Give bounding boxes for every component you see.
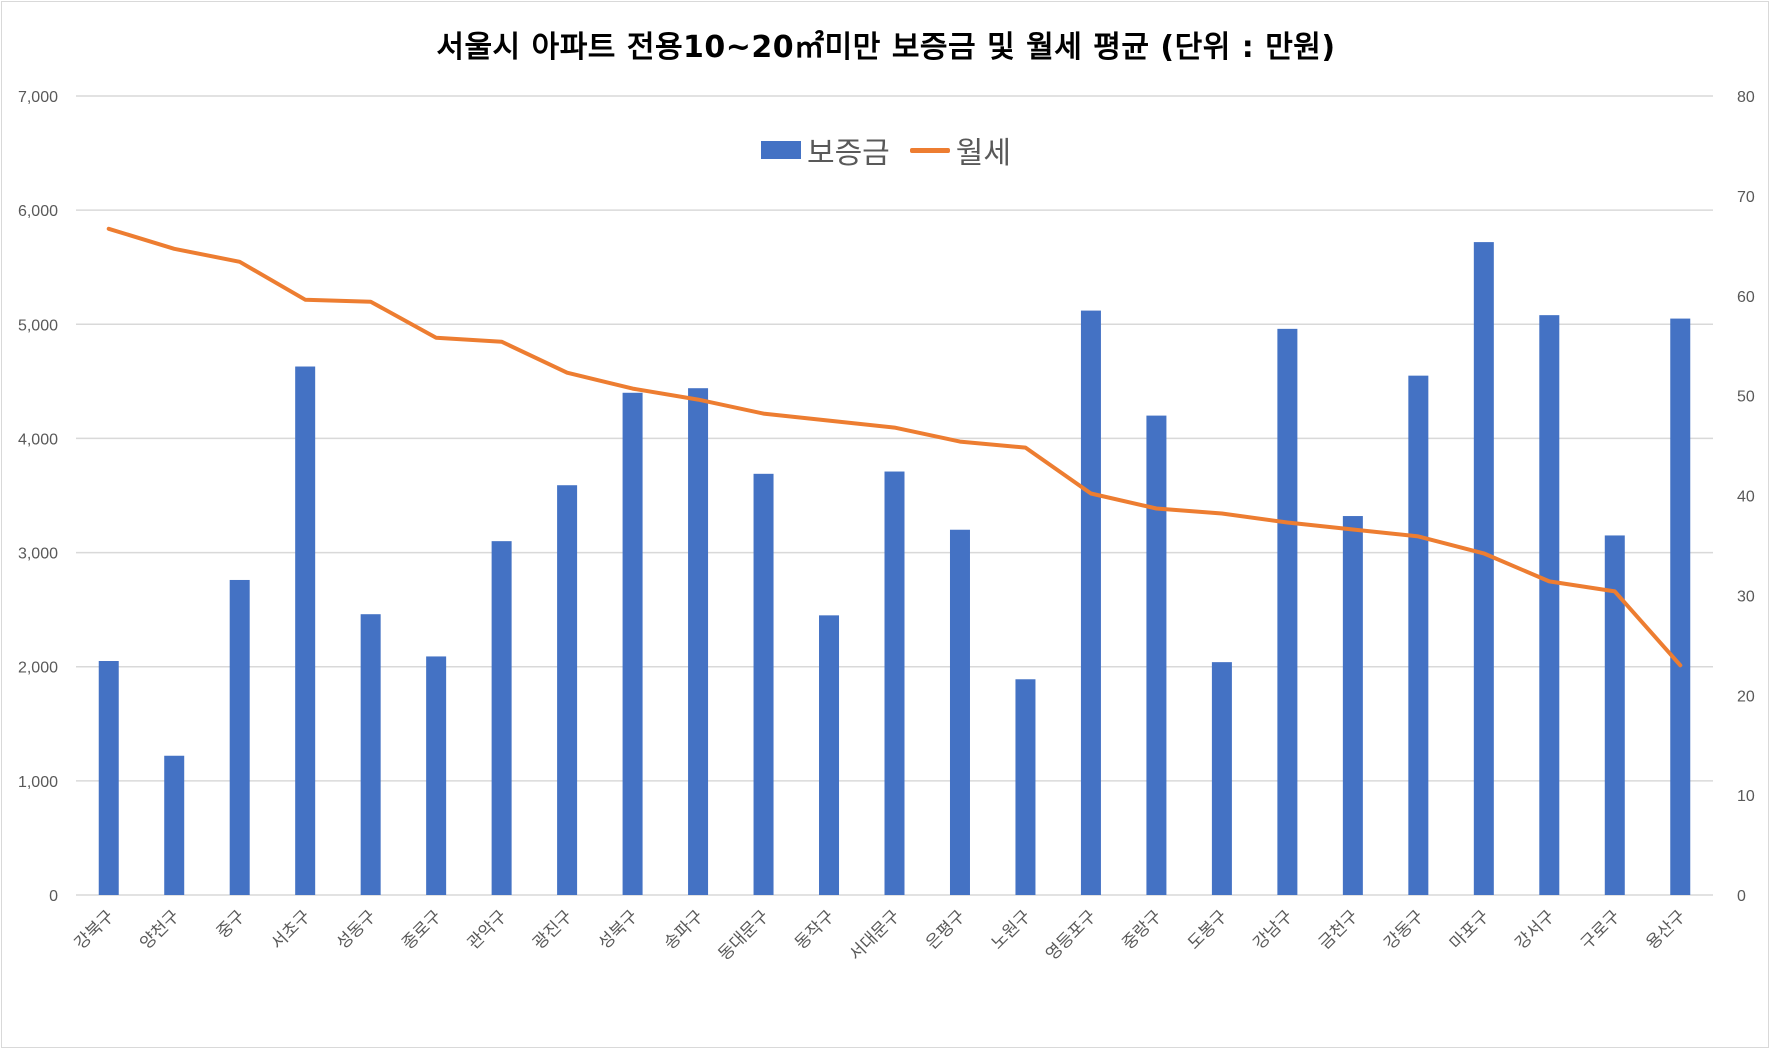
bar xyxy=(1408,375,1429,895)
y-right-tick-label: 10 xyxy=(1737,788,1755,805)
y-left-tick-label: 6,000 xyxy=(18,203,58,220)
y-right-tick-label: 30 xyxy=(1737,588,1755,605)
bar xyxy=(1015,679,1036,895)
bar xyxy=(1211,662,1232,895)
y-left-tick-label: 1,000 xyxy=(18,774,58,791)
y-left-tick-label: 7,000 xyxy=(18,89,58,106)
x-tick-label: 강북구 xyxy=(71,906,118,953)
x-tick-label: 구로구 xyxy=(1577,906,1624,953)
legend: 보증금 월세 xyxy=(0,128,1772,172)
x-tick-label: 금천구 xyxy=(1315,906,1362,953)
x-tick-label: 중랑구 xyxy=(1119,906,1166,953)
bar xyxy=(622,392,643,895)
y-left-tick-label: 2,000 xyxy=(18,660,58,677)
bar xyxy=(1080,310,1101,895)
bar xyxy=(1342,516,1363,895)
bar xyxy=(557,485,578,895)
legend-label-line: 월세 xyxy=(955,136,1011,171)
x-tick-label: 성북구 xyxy=(595,906,642,953)
x-tick-label: 강남구 xyxy=(1250,906,1297,953)
bar xyxy=(688,388,709,895)
x-tick-label: 중구 xyxy=(213,906,249,942)
bar xyxy=(949,529,970,895)
bar xyxy=(1277,328,1298,895)
legend-label-bar: 보증금 xyxy=(806,136,890,171)
chart-title: 서울시 아파트 전용10~20㎡미만 보증금 및 월세 평균 (단위 : 만원) xyxy=(436,30,1336,65)
bar xyxy=(753,473,774,895)
x-tick-label: 종로구 xyxy=(398,906,445,953)
bar xyxy=(360,614,381,895)
y-left-tick-label: 5,000 xyxy=(18,317,58,334)
y-right-tick-label: 80 xyxy=(1737,89,1755,106)
x-tick-label: 동대문구 xyxy=(715,906,773,964)
x-tick-label: 강동구 xyxy=(1381,906,1428,953)
y-right-tick-label: 20 xyxy=(1737,688,1755,705)
bar xyxy=(1473,242,1494,896)
bar xyxy=(1146,415,1167,895)
y-left-tick-label: 0 xyxy=(49,888,58,905)
y-left-tick-label: 3,000 xyxy=(18,546,58,563)
bar xyxy=(229,579,250,895)
x-tick-label: 동작구 xyxy=(791,906,838,953)
x-tick-label: 용산구 xyxy=(1642,906,1689,953)
bar xyxy=(1670,318,1691,895)
legend-item-bar: 보증금 xyxy=(760,128,890,172)
bar xyxy=(164,755,185,895)
x-tick-label: 양천구 xyxy=(136,906,183,953)
bar xyxy=(98,661,119,895)
x-tick-label: 영등포구 xyxy=(1042,906,1100,964)
x-tick-label: 관악구 xyxy=(464,906,511,953)
y-right-tick-label: 40 xyxy=(1737,489,1755,506)
x-tick-label: 서초구 xyxy=(267,906,314,953)
x-tick-label: 노원구 xyxy=(988,906,1035,953)
x-tick-label: 광진구 xyxy=(529,906,576,953)
x-tick-label: 도봉구 xyxy=(1184,906,1231,953)
legend-swatch-line xyxy=(909,147,950,153)
bar xyxy=(491,541,512,895)
x-tick-label: 송파구 xyxy=(660,906,707,953)
line-series xyxy=(106,226,1683,668)
x-tick-label: 서대문구 xyxy=(846,906,904,964)
legend-item-line: 월세 xyxy=(909,128,1011,172)
bar xyxy=(884,471,905,895)
bar xyxy=(426,656,447,895)
y-right-tick-label: 0 xyxy=(1737,888,1746,905)
bar xyxy=(819,615,840,895)
y-right-tick-label: 70 xyxy=(1737,189,1755,206)
bar xyxy=(1604,535,1625,895)
y-left-tick-label: 4,000 xyxy=(18,431,58,448)
x-tick-label: 은평구 xyxy=(922,906,969,953)
bar xyxy=(295,366,316,896)
y-right-tick-label: 60 xyxy=(1737,289,1755,306)
x-tick-label: 마포구 xyxy=(1446,906,1493,953)
x-tick-label: 강서구 xyxy=(1512,906,1559,953)
x-tick-label: 성동구 xyxy=(333,906,380,953)
y-right-tick-label: 50 xyxy=(1737,389,1755,406)
bar xyxy=(1539,315,1560,895)
legend-swatch-bar xyxy=(760,141,801,159)
